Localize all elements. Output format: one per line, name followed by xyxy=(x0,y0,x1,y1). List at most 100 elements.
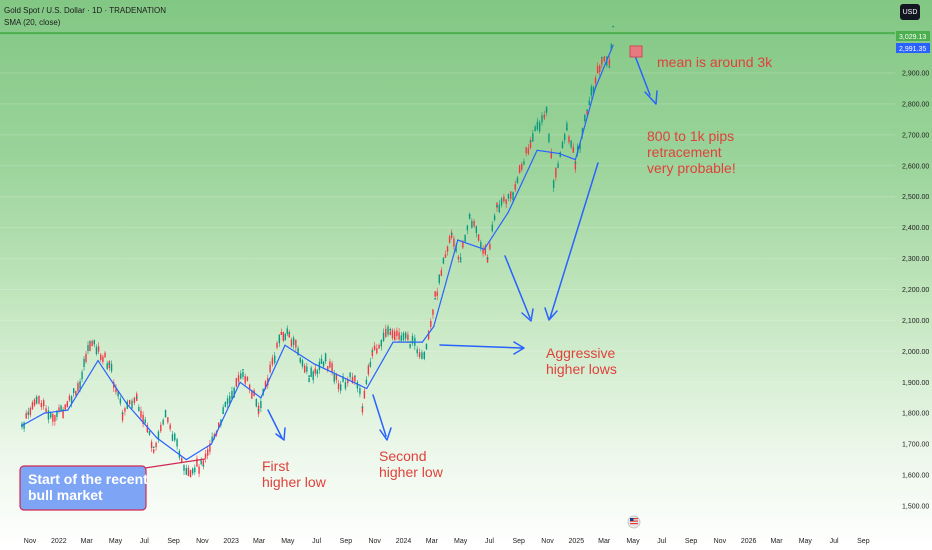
candle-body xyxy=(322,361,325,367)
candle-body xyxy=(93,340,95,345)
candle-body xyxy=(491,224,493,232)
candle-body xyxy=(176,439,178,447)
candle-body xyxy=(584,114,586,121)
price-point xyxy=(512,192,514,195)
candle-body xyxy=(581,128,584,136)
candle-body xyxy=(106,363,108,369)
candle-body xyxy=(427,331,430,340)
currency-button[interactable]: USD xyxy=(900,4,920,20)
candle-body xyxy=(87,345,89,352)
price-point xyxy=(496,205,498,207)
candle-body xyxy=(344,382,347,389)
candle-body xyxy=(91,340,93,347)
x-tick-label: Sep xyxy=(857,538,870,545)
x-tick-label: 2026 xyxy=(741,538,757,545)
candle-body xyxy=(363,390,366,399)
price-point xyxy=(486,257,489,260)
candle-body xyxy=(480,242,482,248)
y-tick-label: 2,500.00 xyxy=(902,194,929,201)
candle-body xyxy=(35,396,38,404)
candle-body xyxy=(559,152,561,158)
start-callout: Start of the recent bull market xyxy=(19,458,206,511)
candle-body xyxy=(500,198,503,206)
candle-body xyxy=(340,384,342,391)
candle-body xyxy=(590,86,593,96)
candle-body xyxy=(38,395,40,404)
annotation-first-1: First xyxy=(262,458,289,474)
candle-body xyxy=(391,330,394,339)
candle-body xyxy=(222,407,224,414)
candle-body xyxy=(446,246,449,252)
candle-body xyxy=(552,182,555,188)
candle-body xyxy=(376,348,378,354)
candle-body xyxy=(356,382,359,389)
candle-body xyxy=(62,410,64,419)
candle-body xyxy=(385,328,387,337)
candle-body xyxy=(335,373,338,380)
candle-body xyxy=(482,249,484,254)
price-point xyxy=(608,65,611,68)
candle-body xyxy=(237,375,240,382)
sma-point xyxy=(260,397,262,399)
candle-body xyxy=(66,401,69,408)
price-point xyxy=(288,331,291,334)
target-marker xyxy=(629,45,643,58)
candle-body xyxy=(510,191,512,199)
annotation-retrace-1: 800 to 1k pips xyxy=(647,128,734,144)
candle-body xyxy=(295,339,297,348)
symbol-title: Gold Spot / U.S. Dollar · 1D · TRADENATI… xyxy=(4,6,166,15)
candle-body xyxy=(536,121,539,130)
sma-point xyxy=(43,412,45,414)
candle-body xyxy=(505,199,507,204)
price-point xyxy=(49,415,52,418)
price-point xyxy=(353,375,356,377)
price-point xyxy=(257,409,260,412)
annotation-second-1: Second xyxy=(379,448,426,464)
candle-body xyxy=(308,377,310,382)
sma-line xyxy=(21,44,614,461)
price-point xyxy=(152,446,155,449)
candle-body xyxy=(541,115,543,123)
event-flag-icon[interactable] xyxy=(627,515,641,529)
candle-body xyxy=(196,458,198,467)
candle-body xyxy=(85,353,87,362)
y-tick-label: 2,400.00 xyxy=(902,225,929,232)
candle-body xyxy=(314,368,316,374)
candle-body xyxy=(224,401,227,408)
candle-body xyxy=(68,395,71,401)
candle-body xyxy=(468,213,471,219)
candle-body xyxy=(361,406,364,413)
y-tick-label: 1,700.00 xyxy=(902,442,929,449)
candle-body xyxy=(242,371,244,377)
candle-body xyxy=(150,441,153,449)
candle-body xyxy=(233,387,235,398)
candle-body xyxy=(566,123,568,131)
sma-point xyxy=(126,403,128,405)
candle-body xyxy=(185,468,188,475)
price-point xyxy=(278,338,281,340)
price-tag-current: 3,029.13 xyxy=(896,31,930,41)
x-tick-label: Nov xyxy=(196,538,209,545)
candle-body xyxy=(603,56,606,62)
price-point xyxy=(371,350,374,353)
y-tick-label: 2,900.00 xyxy=(902,71,929,78)
price-point xyxy=(612,25,615,28)
candle-body xyxy=(40,402,43,408)
candle-body xyxy=(324,353,327,361)
y-tick-label: 2,200.00 xyxy=(902,287,929,294)
candle-body xyxy=(601,58,603,65)
candle-body xyxy=(347,379,349,384)
candle-body xyxy=(58,407,60,411)
candle-body xyxy=(23,422,25,429)
candle-body xyxy=(271,357,274,365)
annotation-aggressive-2: higher lows xyxy=(546,361,617,377)
price-point xyxy=(89,341,91,343)
candle-body xyxy=(160,424,162,432)
candle-body xyxy=(142,414,144,425)
price-point xyxy=(468,214,471,217)
x-tick-label: Jul xyxy=(140,538,149,545)
candle-body xyxy=(194,467,196,473)
candle-body xyxy=(45,408,47,413)
sma-point xyxy=(536,149,538,151)
price-point xyxy=(565,127,568,130)
